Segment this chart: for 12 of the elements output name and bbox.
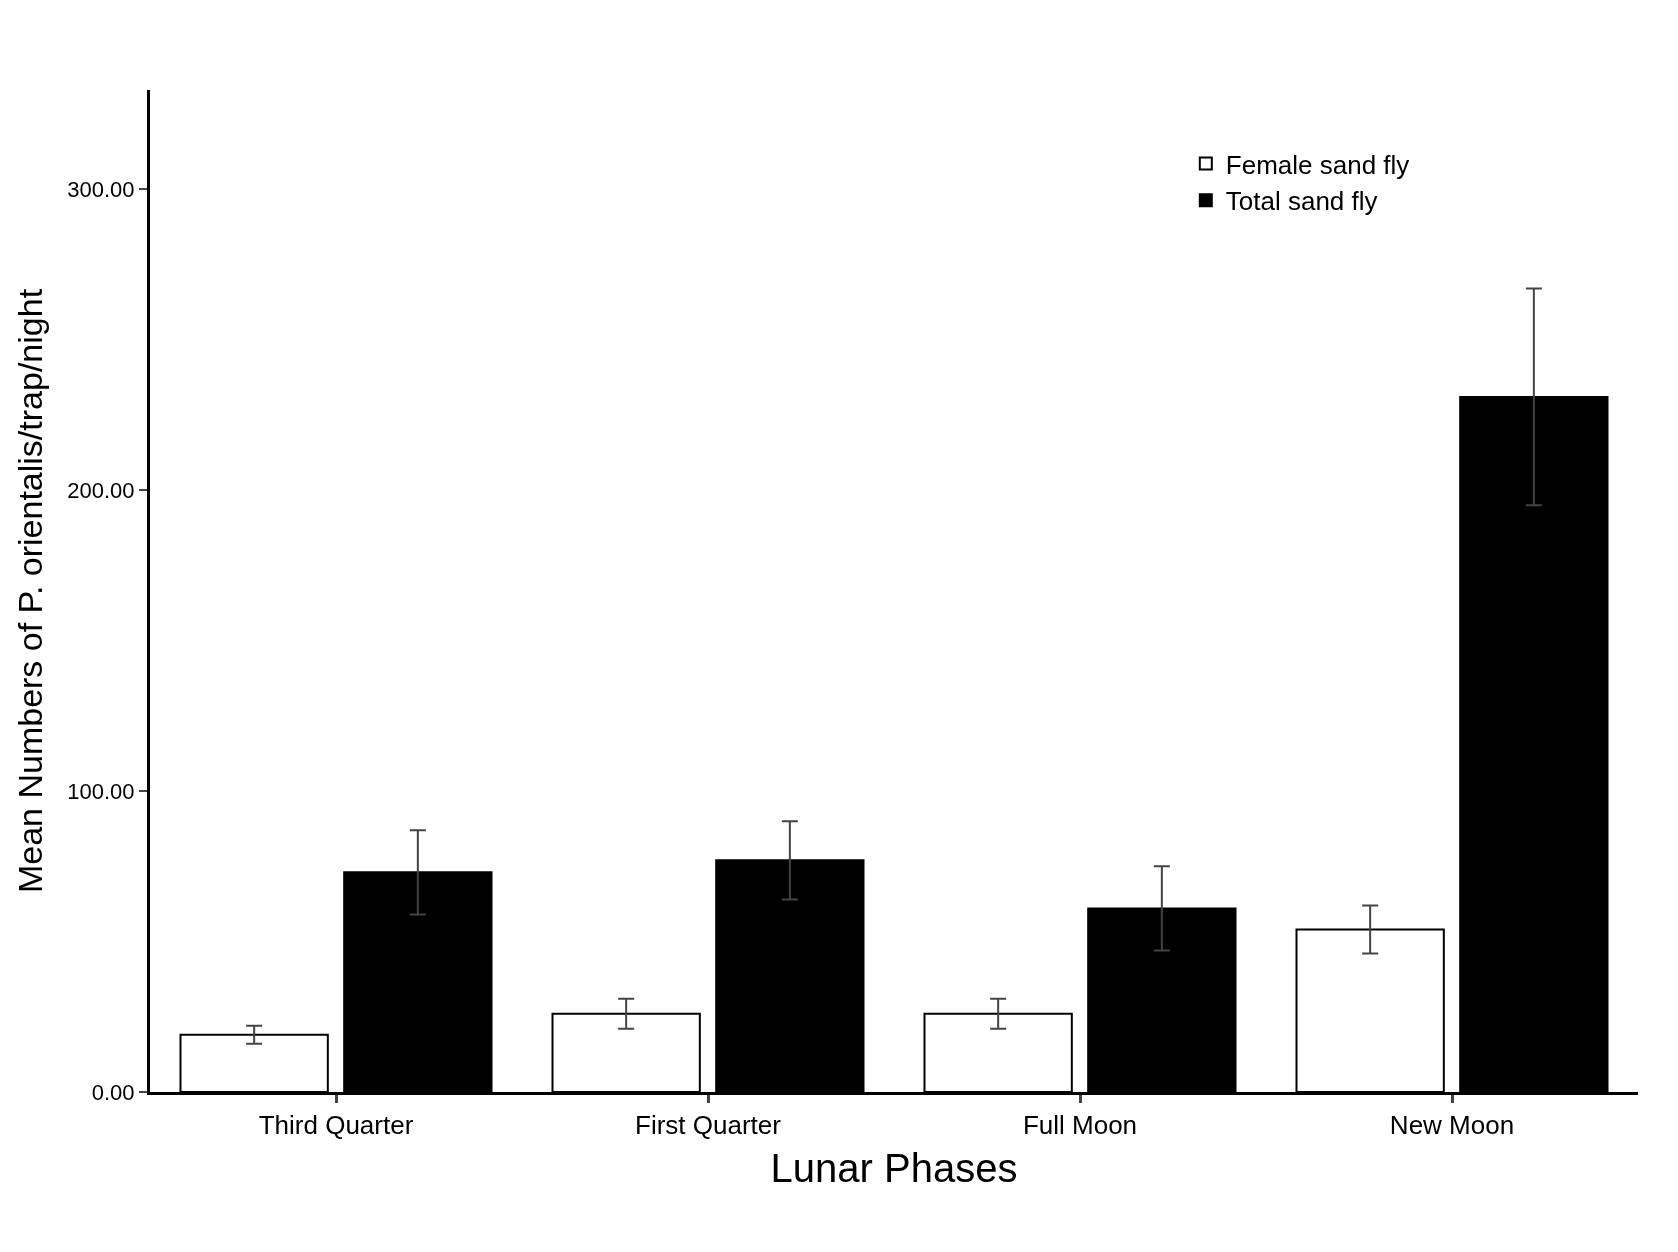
y-tick-label: 100.00 [67,778,135,804]
y-tick-label: 200.00 [67,477,135,503]
x-tick-label: New Moon [1389,1110,1515,1141]
y-tick-label: 0.00 [91,1079,135,1105]
x-tick-label: Third Quarter [258,1110,414,1141]
legend-label: Female sand fly [1225,149,1410,180]
x-tick-label: First Quarter [635,1110,782,1141]
y-tick-label: 300.00 [67,177,135,202]
x-tick-label: Full Moon [1022,1110,1138,1141]
x-axis-title: Lunar Phases [770,1145,1018,1190]
y-axis-title: Mean Numbers of P. orientalis/trap/night [10,288,49,894]
legend-label: Total sand fly [1225,186,1378,217]
